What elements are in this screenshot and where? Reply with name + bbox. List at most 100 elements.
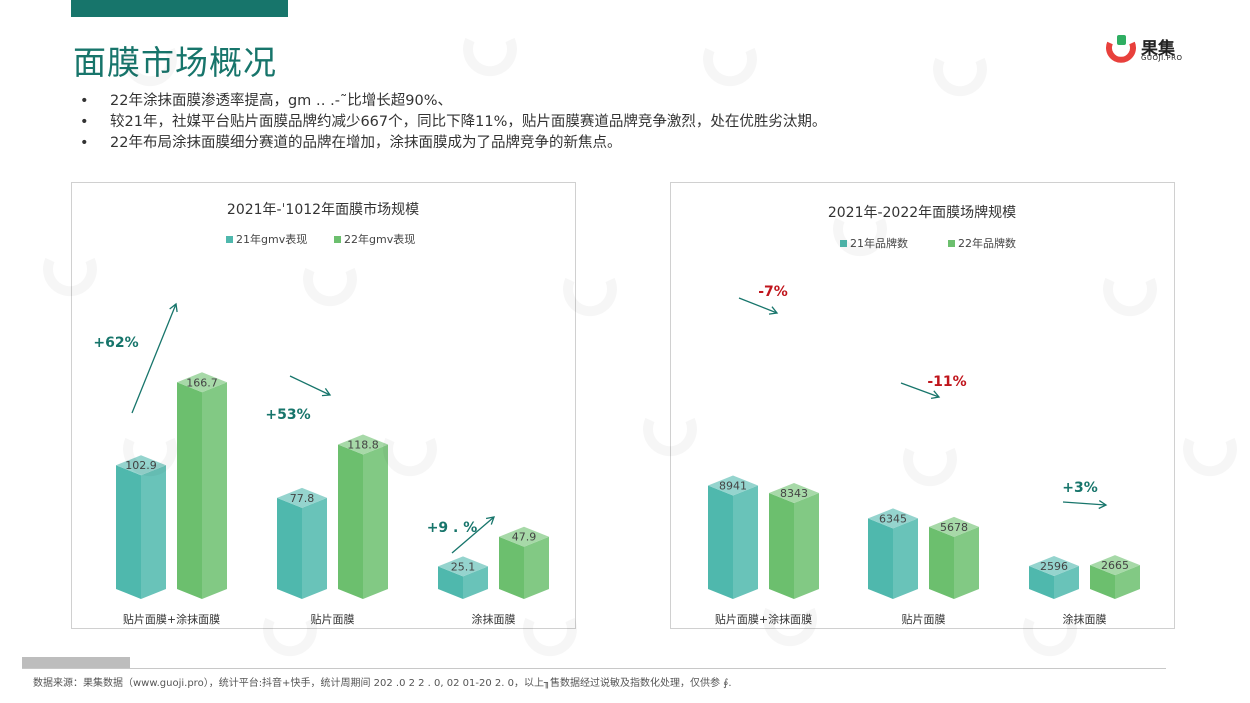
category-label: 贴片面膜+涂抹面膜 — [715, 612, 812, 626]
trend-arrow — [131, 302, 178, 414]
bar-top-face — [438, 556, 488, 577]
bar-right-face — [733, 485, 758, 599]
chart-title: 2021年-ˈ1012年面膜市场规模 — [227, 201, 419, 218]
category-label: 涂抹面膜 — [1063, 612, 1107, 626]
category-label: 贴片面膜 — [902, 612, 946, 626]
bar-data-label: 8941 — [719, 479, 747, 492]
growth-annotation: +3% — [1062, 480, 1098, 496]
bar-right-face — [524, 536, 549, 599]
bullet-text: 22年布局涂抹面膜细分赛道的品牌在增加，涂抹面膜成为了品牌竞争的新焦点。 — [110, 135, 622, 151]
bar-2-0 — [438, 556, 488, 599]
gmv-chart-panel: 2021年-ˈ1012年面膜市场规模 21年gmv表现 22年gmv表现 102.9 1… — [71, 182, 576, 629]
bar-top-face — [177, 372, 227, 393]
gmv-chart: 2021年-ˈ1012年面膜市场规模 21年gmv表现 22年gmv表现 102.9 1… — [93, 201, 549, 626]
trend-arrow-head — [1098, 499, 1108, 510]
footer-divider — [22, 668, 1166, 669]
bar-left-face — [1090, 565, 1115, 599]
bar-right-face — [302, 497, 327, 599]
bar-left-face — [499, 536, 524, 599]
legend-label: 21年gmv表现 — [236, 232, 307, 246]
trend-arrow-line — [131, 303, 177, 414]
bar-top-face — [338, 434, 388, 455]
category-label: 贴片面膜 — [311, 612, 355, 626]
brand-count-chart-panel: 2021年-2022年面膜场牌规模 21年品牌数 22年品牌数 8941 8343 贴片面… — [670, 182, 1175, 629]
guoji-logo-icon — [1106, 35, 1136, 63]
bar-1-1 — [929, 516, 979, 599]
logo-sub: GUOJI.PRO — [1141, 54, 1183, 62]
bar-right-face — [463, 566, 488, 599]
bar-data-label: 5678 — [940, 521, 968, 534]
bar-data-label: 8343 — [780, 487, 808, 500]
trend-arrow — [738, 297, 779, 315]
page-title: 面膜市场概况 — [73, 43, 277, 82]
bullet-item: • 22年布局涂抹面膜细分赛道的品牌在增加，涂抹面膜成为了品牌竞争的新焦点。 — [80, 133, 1180, 154]
watermark-mark — [1180, 420, 1240, 484]
bar-left-face — [868, 518, 893, 599]
bar-1-1 — [338, 434, 388, 599]
legend-swatch — [334, 236, 341, 243]
bar-left-face — [277, 497, 302, 599]
bar-top-face — [1090, 555, 1140, 576]
bar-right-face — [1054, 566, 1079, 599]
trend-arrow-line — [1062, 501, 1107, 506]
bar-top-face — [769, 483, 819, 504]
trend-arrow-head — [768, 306, 779, 315]
trend-arrow-line — [451, 516, 495, 554]
bar-0-1 — [769, 483, 819, 599]
bullet-marker: • — [80, 135, 89, 151]
bar-0-0 — [116, 455, 166, 599]
bar-data-label: 102.9 — [125, 459, 157, 472]
legend-label: 21年品牌数 — [850, 236, 908, 250]
bar-top-face — [499, 526, 549, 547]
bar-top-face — [1029, 556, 1079, 577]
trend-arrow — [900, 382, 941, 399]
bar-left-face — [929, 526, 954, 599]
bullet-marker: • — [80, 93, 89, 109]
bar-data-label: 2596 — [1040, 560, 1068, 573]
bar-2-0 — [1029, 556, 1079, 599]
legend-label: 22年品牌数 — [958, 236, 1016, 250]
legend-swatch — [948, 240, 955, 247]
legend-label: 22年gmv表现 — [344, 232, 415, 246]
chart-legend: 21年gmv表现 22年gmv表现 — [226, 232, 415, 246]
bar-2-1 — [1090, 555, 1140, 599]
bar-top-face — [708, 475, 758, 496]
watermark-mark — [700, 30, 760, 94]
growth-annotation: -11% — [927, 374, 966, 390]
trend-arrow — [451, 516, 495, 554]
bar-left-face — [438, 566, 463, 599]
bar-right-face — [202, 382, 227, 599]
bar-data-label: 166.7 — [186, 376, 218, 389]
bar-right-face — [794, 493, 819, 599]
bar-right-face — [893, 518, 918, 599]
bar-right-face — [141, 465, 166, 599]
trend-arrow-line — [900, 382, 940, 398]
bar-left-face — [769, 493, 794, 599]
trend-arrow-head — [321, 388, 332, 397]
chart-legend: 21年品牌数 22年品牌数 — [840, 236, 1016, 250]
bar-left-face — [1029, 566, 1054, 599]
trend-arrow-head — [930, 390, 941, 399]
bullet-text: 较21年，社媒平台贴片面膜品牌约减少667个，同比下降11%，贴片面膜赛道品牌竞… — [110, 114, 827, 130]
growth-annotation: +62% — [93, 335, 138, 351]
category-label: 涂抹面膜 — [472, 612, 516, 626]
trend-arrow — [1062, 499, 1108, 510]
bar-0-0 — [708, 475, 758, 599]
trend-arrow-head — [169, 302, 178, 313]
bar-data-label: 77.8 — [290, 492, 315, 505]
trend-arrow — [289, 375, 332, 397]
bar-left-face — [708, 485, 733, 599]
top-accent-bar — [71, 0, 288, 17]
brand-logo: 果集 GUOJI.PRO — [1106, 32, 1196, 68]
bar-0-1 — [177, 372, 227, 599]
summary-bullets: • 22年涂抹面膜渗透率提高，gm ‥ .-˜比增长超90%、 • 较21年，社媒平… — [80, 91, 1180, 154]
bar-left-face — [338, 444, 363, 599]
bar-right-face — [363, 444, 388, 599]
bar-top-face — [929, 516, 979, 537]
bar-data-label: 25.1 — [451, 560, 476, 573]
bar-top-face — [116, 455, 166, 476]
bullet-item: • 22年涂抹面膜渗透率提高，gm ‥ .-˜比增长超90%、 — [80, 91, 1180, 112]
bar-top-face — [277, 487, 327, 508]
brand-count-chart: 2021年-2022年面膜场牌规模 21年品牌数 22年品牌数 8941 8343 贴片面… — [708, 204, 1140, 626]
bar-data-label: 2665 — [1101, 559, 1129, 572]
